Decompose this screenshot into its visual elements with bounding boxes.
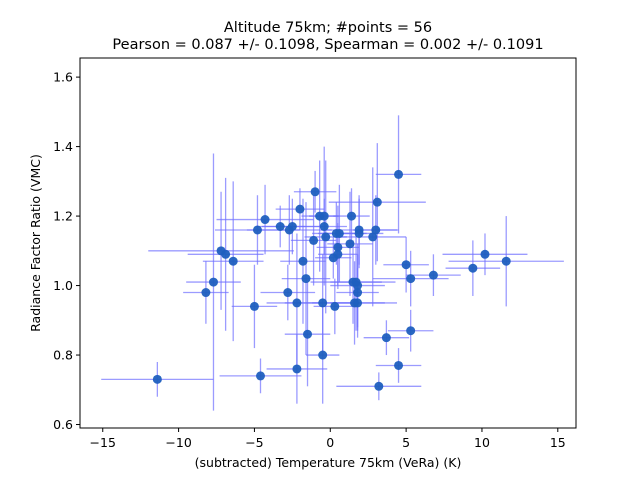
x-tick-label: −15 bbox=[90, 435, 116, 450]
data-point bbox=[334, 228, 344, 238]
data-point bbox=[353, 298, 363, 308]
y-tick-label: 1.6 bbox=[53, 70, 73, 85]
data-point bbox=[292, 364, 302, 374]
y-axis: 0.6 0.8 1.0 1.2 1.4 1.6 bbox=[53, 70, 80, 432]
data-point bbox=[152, 374, 162, 384]
x-tick-label: −5 bbox=[245, 435, 263, 450]
chart-title: Altitude 75km; #points = 56 bbox=[224, 20, 432, 36]
x-axis-label: (subtracted) Temperature 75km (VeRa) (K) bbox=[195, 455, 462, 470]
data-point bbox=[252, 225, 262, 235]
data-point bbox=[221, 249, 231, 259]
data-point bbox=[318, 350, 328, 360]
data-point bbox=[319, 221, 329, 231]
x-tick-label: 5 bbox=[402, 435, 410, 450]
data-point bbox=[468, 263, 478, 273]
data-point bbox=[321, 232, 331, 242]
data-point bbox=[283, 288, 293, 298]
data-point bbox=[298, 256, 308, 266]
y-tick-label: 0.8 bbox=[53, 348, 73, 363]
data-point bbox=[394, 169, 404, 179]
data-point bbox=[501, 256, 511, 266]
data-point bbox=[354, 228, 364, 238]
x-tick-label: −10 bbox=[165, 435, 191, 450]
data-point bbox=[372, 197, 382, 207]
data-point bbox=[208, 277, 218, 287]
data-point bbox=[381, 333, 391, 343]
data-point bbox=[333, 249, 343, 259]
data-point bbox=[406, 274, 416, 284]
data-point bbox=[368, 232, 378, 242]
data-point bbox=[319, 211, 329, 221]
data-point bbox=[401, 260, 411, 270]
errorbar-layer bbox=[101, 115, 564, 411]
x-tick-label: 15 bbox=[550, 435, 566, 450]
y-tick-label: 1.0 bbox=[53, 278, 73, 293]
data-point bbox=[228, 256, 238, 266]
data-point bbox=[303, 329, 313, 339]
data-point bbox=[428, 270, 438, 280]
data-point bbox=[406, 326, 416, 336]
data-point bbox=[371, 225, 381, 235]
point-layer bbox=[152, 169, 511, 391]
data-point bbox=[394, 360, 404, 370]
data-point bbox=[249, 301, 259, 311]
plot-frame bbox=[79, 57, 577, 429]
data-point bbox=[256, 371, 266, 381]
y-axis-label: Radiance Factor Ratio (VMC) bbox=[28, 154, 43, 332]
data-point bbox=[330, 301, 340, 311]
data-point bbox=[292, 298, 302, 308]
y-tick-label: 0.6 bbox=[53, 417, 73, 432]
chart-subtitle: Pearson = 0.087 +/- 0.1098, Spearman = 0… bbox=[112, 37, 543, 53]
data-point bbox=[318, 298, 328, 308]
y-tick-label: 1.2 bbox=[53, 209, 73, 224]
x-tick-label: 0 bbox=[326, 435, 334, 450]
data-point bbox=[295, 204, 305, 214]
data-point bbox=[201, 288, 211, 298]
y-tick-label: 1.4 bbox=[53, 139, 73, 154]
data-point bbox=[480, 249, 490, 259]
data-point bbox=[345, 239, 355, 249]
data-point bbox=[374, 381, 384, 391]
data-point bbox=[260, 215, 270, 225]
data-point bbox=[353, 281, 363, 291]
data-point bbox=[309, 235, 319, 245]
data-point bbox=[301, 274, 311, 284]
data-point bbox=[287, 221, 297, 231]
data-point bbox=[310, 187, 320, 197]
data-point bbox=[275, 221, 285, 231]
x-tick-label: 10 bbox=[474, 435, 490, 450]
x-axis: −15 −10 −5 0 5 10 15 bbox=[90, 428, 566, 450]
data-point bbox=[347, 211, 357, 221]
data-point bbox=[333, 242, 343, 252]
data-point bbox=[353, 288, 363, 298]
